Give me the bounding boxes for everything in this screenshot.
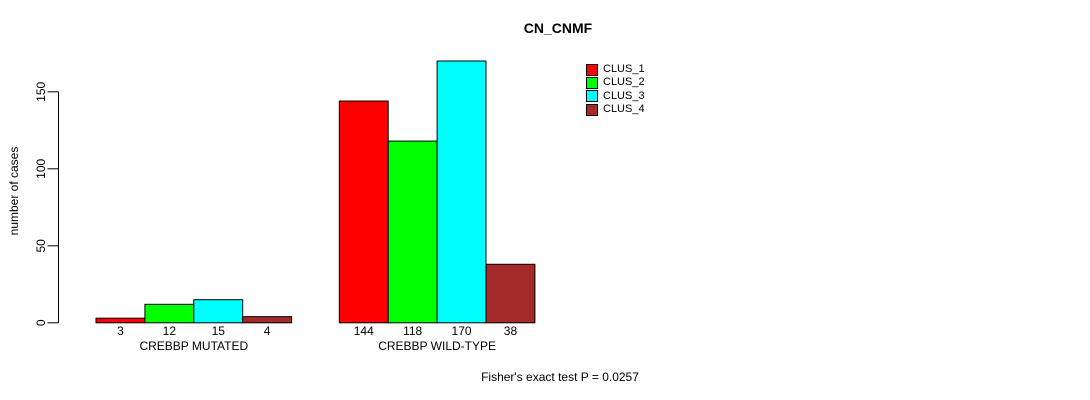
legend-label: CLUS_2 [603, 76, 645, 89]
legend-swatch-icon [586, 90, 598, 103]
bar-clus_3-2 [436, 60, 487, 324]
y-tick-label: 100 [34, 158, 48, 178]
bar-clus_2-2 [387, 140, 438, 324]
legend-item-clus_3: CLUS_3 [586, 90, 645, 103]
bar-clus_1-1 [95, 317, 146, 324]
legend-label: CLUS_4 [603, 103, 645, 116]
bar-value-label: 3 [117, 324, 124, 338]
group-label: CREBBP WILD-TYPE [378, 339, 496, 353]
bar-value-label: 4 [264, 324, 271, 338]
chart-title: CN_CNMF [523, 20, 593, 36]
legend-swatch-icon [586, 63, 598, 76]
legend-item-clus_4: CLUS_4 [586, 103, 645, 116]
y-tick-label: 50 [34, 239, 48, 253]
legend-swatch-icon [586, 76, 598, 89]
bar-clus_2-1 [144, 303, 195, 324]
bar-clus_4-1 [242, 316, 293, 324]
bar-value-label: 15 [212, 324, 226, 338]
legend: CLUS_1 CLUS_2 CLUS_3 CLUS_4 [586, 63, 645, 116]
bar-value-label: 12 [163, 324, 177, 338]
legend-swatch-icon [586, 103, 598, 116]
stat-annotation: Fisher's exact test P = 0.0257 [481, 370, 639, 384]
legend-label: CLUS_3 [603, 89, 645, 102]
bar-value-label: 118 [403, 324, 422, 338]
bar-clus_1-2 [338, 100, 389, 324]
group-label: CREBBP MUTATED [139, 339, 248, 353]
legend-item-clus_2: CLUS_2 [586, 76, 645, 89]
legend-label: CLUS_1 [603, 63, 645, 76]
y-tick-label: 150 [34, 81, 48, 101]
bar-value-label: 170 [452, 324, 472, 338]
bar-clus_3-1 [193, 299, 244, 324]
legend-item-clus_1: CLUS_1 [586, 63, 645, 76]
bar-value-label: 38 [504, 324, 518, 338]
bar-clus_4-2 [485, 263, 536, 324]
bar-value-label: 144 [354, 324, 374, 338]
y-tick-label: 0 [34, 319, 48, 326]
